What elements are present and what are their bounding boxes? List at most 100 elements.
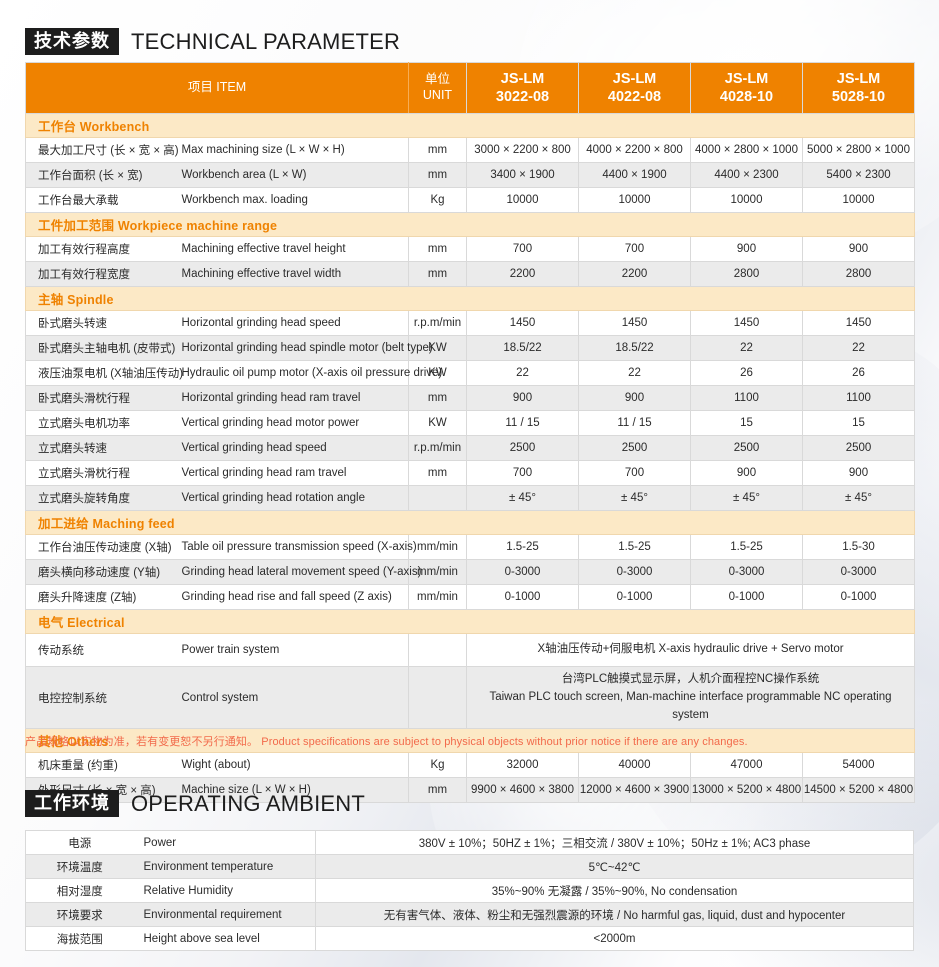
spec-row-label-en: Max machining size (L × W × H) — [173, 137, 409, 163]
spec-group-label: 工作台 Workbench — [25, 113, 915, 138]
spec-row-value-2: 12000 × 4600 × 3900 — [578, 777, 691, 804]
spec-row-value-1: 3400 × 1900 — [466, 162, 579, 188]
spec-row-value-4: 2800 — [802, 261, 915, 287]
spec-row-value-4: 26 — [802, 360, 915, 386]
spec-row-label-en: Horizontal grinding head speed — [173, 310, 409, 336]
spec-row-value-3: 900 — [690, 236, 803, 262]
operating-ambient-table: 电源 Power 380V ± 10%；50HZ ± 1%；三相交流 / 380V … — [25, 830, 914, 951]
spec-row-label-en: Control system — [173, 665, 409, 730]
spec-row-value-2: 700 — [578, 460, 691, 486]
table-row: 工作台面积 (长 × 宽) Workbench area (L × W) mm 340… — [25, 162, 915, 188]
spec-header-model-4: JS-LM 5028-10 — [802, 62, 915, 114]
spec-row-label-en: Vertical grinding head motor power — [173, 410, 409, 436]
ambient-label-cn: 电源 — [25, 830, 134, 855]
table-row: 机床重量 (约重) Wight (about) Kg 32000 40000 47000 5… — [25, 752, 915, 779]
spec-row-value-4: 1100 — [802, 385, 915, 411]
spec-row-value-2: 2200 — [578, 261, 691, 287]
ambient-label-en: Relative Humidity — [133, 878, 316, 903]
spec-row-value-3: ± 45° — [690, 485, 803, 511]
spec-row-value-3: 0-1000 — [690, 584, 803, 610]
ambient-label-cn: 环境要求 — [25, 902, 134, 927]
table-row: 传动系统 Power train system X轴油压传动+伺服电机 X-axis… — [25, 633, 915, 667]
spec-row-label-cn: 加工有效行程宽度 — [25, 261, 174, 287]
spec-row-label-cn: 工作台最大承载 — [25, 187, 174, 213]
spec-group-label: 电气 Electrical — [25, 609, 915, 634]
spec-group-band: 加工进给 Maching feed — [25, 510, 915, 535]
table-row: 最大加工尺寸 (长 × 宽 × 高) Max machining size (L … — [25, 137, 915, 163]
spec-row-value-merged: 台湾PLC触摸式显示屏，人机介面程控NC操作系统 Taiwan PLC touch… — [466, 665, 915, 730]
spec-row-value-4: 22 — [802, 335, 915, 361]
spec-row-value-1: 700 — [466, 460, 579, 486]
spec-row-unit: mm — [408, 162, 467, 188]
spec-row-value-4: 54000 — [802, 752, 915, 779]
spec-row-value-3: 0-3000 — [690, 559, 803, 585]
spec-row-value-2: 4000 × 2200 × 800 — [578, 137, 691, 163]
spec-row-value-3: 47000 — [690, 752, 803, 779]
table-row: 磨头升降速度 (Z轴) Grinding head rise and fall s… — [25, 584, 915, 610]
spec-row-label-cn: 立式磨头转速 — [25, 435, 174, 461]
spec-row-value-1: 0-1000 — [466, 584, 579, 610]
spec-row-value-merged: X轴油压传动+伺服电机 X-axis hydraulic drive + Ser… — [466, 633, 915, 667]
spec-row-label-cn: 加工有效行程高度 — [25, 236, 174, 262]
table-row: 磨头横向移动速度 (Y轴) Grinding head lateral movem… — [25, 559, 915, 585]
spec-row-unit: Kg — [408, 187, 467, 213]
spec-row-value-3: 2500 — [690, 435, 803, 461]
spec-row-value-2: 2500 — [578, 435, 691, 461]
spec-row-label-cn: 工作台油压传动速度 (X轴) — [25, 534, 174, 560]
spec-row-value-1: 2200 — [466, 261, 579, 287]
table-row: 电控控制系统 Control system 台湾PLC触摸式显示屏，人机介面程控NC… — [25, 665, 915, 730]
spec-row-unit — [408, 485, 467, 511]
spec-row-label-en: Horizontal grinding head spindle motor (… — [173, 335, 433, 361]
spec-row-label-en: Power train system — [173, 633, 409, 667]
spec-row-value-1: 10000 — [466, 187, 579, 213]
spec-row-value-4: 2500 — [802, 435, 915, 461]
spec-row-value-3: 22 — [690, 335, 803, 361]
spec-row-value-4: 5000 × 2800 × 1000 — [802, 137, 915, 163]
spec-row-label-en: Vertical grinding head speed — [173, 435, 409, 461]
spec-group-band: 工件加工范围 Workpiece machine range — [25, 212, 915, 237]
spec-row-value-2: 4400 × 1900 — [578, 162, 691, 188]
spec-row-value-4: 15 — [802, 410, 915, 436]
spec-row-unit: mm — [408, 137, 467, 163]
spec-row-label-en: Hydraulic oil pump motor (X-axis oil pre… — [173, 360, 442, 386]
table-row: 工作台油压传动速度 (X轴) Table oil pressure transmi… — [25, 534, 915, 560]
operating-ambient-title-en: OPERATING AMBIENT — [131, 790, 366, 816]
spec-row-unit: mm/min — [408, 534, 467, 560]
spec-row-label-en: Machining effective travel height — [173, 236, 409, 262]
spec-row-label-cn: 工作台面积 (长 × 宽) — [25, 162, 174, 188]
spec-row-label-cn: 立式磨头旋转角度 — [25, 485, 174, 511]
spec-row-unit — [408, 665, 467, 730]
spec-row-value-1: 32000 — [466, 752, 579, 779]
spec-row-value-4: 14500 × 5200 × 4800 — [802, 777, 915, 804]
ambient-value: <2000m — [315, 926, 914, 951]
spec-row-value-4: 0-1000 — [802, 584, 915, 610]
spec-header-model-3: JS-LM 4028-10 — [690, 62, 803, 114]
table-row: 立式磨头滑枕行程 Vertical grinding head ram trave… — [25, 460, 915, 486]
spec-row-label-cn: 磨头升降速度 (Z轴) — [25, 584, 174, 610]
spec-header-row: 项目 ITEM 单位 UNIT JS-LM 3022-08 JS-LM 4022-08 JS-… — [25, 62, 915, 114]
operating-ambient-heading: 工作环境 OPERATING AMBIENT — [25, 790, 365, 817]
spec-row-label-en: Table oil pressure transmission speed (X… — [173, 534, 417, 560]
ambient-label-en: Power — [133, 830, 316, 855]
spec-header-unit: 单位 UNIT — [408, 62, 467, 114]
spec-row-value-2: 1.5-25 — [578, 534, 691, 560]
operating-ambient-badge-cn: 工作环境 — [25, 790, 119, 817]
spec-row-value-3: 13000 × 5200 × 4800 — [690, 777, 803, 804]
spec-row-value-1: 11 / 15 — [466, 410, 579, 436]
spec-row-value-3: 1.5-25 — [690, 534, 803, 560]
spec-row-value-2: 900 — [578, 385, 691, 411]
spec-row-label-cn: 卧式磨头滑枕行程 — [25, 385, 174, 411]
spec-row-label-cn: 卧式磨头主轴电机 (皮带式) — [25, 335, 175, 361]
ambient-row: 环境温度 Environment temperature 5℃~42℃ — [25, 854, 914, 879]
ambient-value: 5℃~42℃ — [315, 854, 914, 879]
spec-row-label-en: Vertical grinding head ram travel — [173, 460, 409, 486]
spec-row-unit: mm — [408, 777, 467, 804]
spec-row-label-en: Wight (about) — [173, 752, 409, 779]
spec-row-value-2: 11 / 15 — [578, 410, 691, 436]
spec-row-label-en: Horizontal grinding head ram travel — [173, 385, 409, 411]
spec-row-label-en: Grinding head rise and fall speed (Z axi… — [173, 584, 409, 610]
spec-row-value-2: ± 45° — [578, 485, 691, 511]
spec-row-value-2: 1450 — [578, 310, 691, 336]
technical-parameter-table: 项目 ITEM 单位 UNIT JS-LM 3022-08 JS-LM 4022-08 JS-… — [25, 62, 915, 804]
technical-parameter-heading: 技术参数 TECHNICAL PARAMETER — [25, 28, 400, 55]
